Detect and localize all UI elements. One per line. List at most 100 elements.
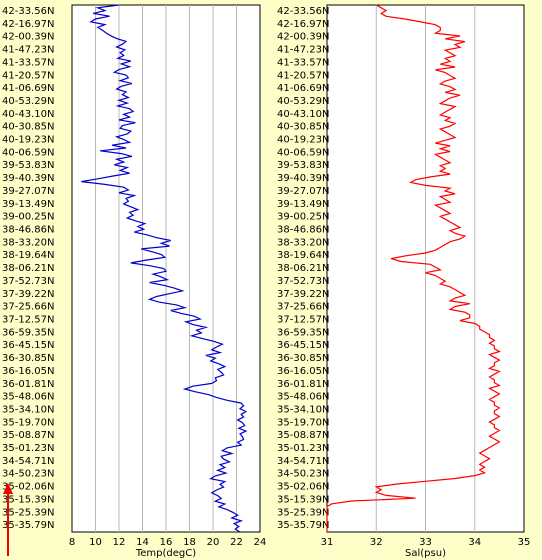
temp-latitude-label: 38-46.86N xyxy=(2,225,54,236)
temp-latitude-label: 35-08.87N xyxy=(2,430,54,441)
temp-latitude-label: 40-53.29N xyxy=(2,96,54,107)
sal-latitude-label: 35-48.06N xyxy=(277,392,329,403)
sal-latitude-label: 39-53.83N xyxy=(277,160,329,171)
sal-latitude-label: 42-16.97N xyxy=(277,19,329,30)
sal-latitude-label: 40-19.23N xyxy=(277,135,329,146)
sal-latitude-label: 36-59.35N xyxy=(277,327,329,338)
temp-latitude-label: 41-20.57N xyxy=(2,70,54,81)
sal-latitude-label: 35-34.10N xyxy=(277,404,329,415)
sal-latitude-label: 38-46.86N xyxy=(277,225,329,236)
temp-latitude-label: 37-12.57N xyxy=(2,314,54,325)
temp-tick-label: 10 xyxy=(89,537,102,548)
temp-latitude-label: 37-52.73N xyxy=(2,276,54,287)
temp-series-line xyxy=(81,4,248,533)
temp-latitude-label: 40-43.10N xyxy=(2,109,54,120)
sal-latitude-label: 35-19.70N xyxy=(277,417,329,428)
temp-latitude-label: 40-30.85N xyxy=(2,122,54,133)
temp-latitude-label: 36-30.85N xyxy=(2,353,54,364)
temp-latitude-label: 41-06.69N xyxy=(2,83,54,94)
temp-latitude-label: 36-45.15N xyxy=(2,340,54,351)
sal-tick-label: 32 xyxy=(370,537,383,548)
salinity-panel: 31 32 33 34 35 Sal(psu) 42-33.56N 42-16.97N 42-0… xyxy=(277,4,531,559)
sal-latitude-label: 42-00.39N xyxy=(277,32,329,43)
temp-latitude-label: 36-16.05N xyxy=(2,366,54,377)
sal-latitude-label: 36-30.85N xyxy=(277,353,329,364)
temp-latitude-label: 35-19.70N xyxy=(2,417,54,428)
sal-tick-label: 33 xyxy=(419,537,432,548)
temp-latitude-label: 39-13.49N xyxy=(2,199,54,210)
temp-latitude-label: 40-06.59N xyxy=(2,147,54,158)
temp-tick-label: 24 xyxy=(254,537,267,548)
temp-latitude-label: 34-54.71N xyxy=(2,456,54,467)
temp-tick-label: 20 xyxy=(207,537,220,548)
sal-latitude-label: 38-19.64N xyxy=(277,250,329,261)
temp-latitude-label: 35-15.39N xyxy=(2,494,54,505)
temp-latitude-label: 39-27.07N xyxy=(2,186,54,197)
sal-latitude-label: 35-08.87N xyxy=(277,430,329,441)
sal-tick-label: 31 xyxy=(321,537,334,548)
sal-tick-label: 35 xyxy=(518,537,531,548)
temp-tick-label: 22 xyxy=(230,537,243,548)
sal-series-line xyxy=(326,4,501,532)
sal-latitude-label: 40-30.85N xyxy=(277,122,329,133)
sal-latitude-label: 39-13.49N xyxy=(277,199,329,210)
temp-latitude-label: 35-35.79N xyxy=(2,520,54,531)
sal-latitude-label: 34-50.23N xyxy=(277,469,329,480)
sal-latitude-label: 39-00.25N xyxy=(277,212,329,223)
sal-latitude-label: 37-25.66N xyxy=(277,302,329,313)
sal-latitude-label: 36-01.81N xyxy=(277,379,329,390)
sal-latitude-label: 41-33.57N xyxy=(277,57,329,68)
sal-latitude-label: 35-25.39N xyxy=(277,507,329,518)
sal-latitude-label: 40-43.10N xyxy=(277,109,329,120)
sal-latitude-label: 42-33.56N xyxy=(277,6,329,17)
temp-tick-label: 12 xyxy=(113,537,126,548)
sal-axis-title: Sal(psu) xyxy=(405,548,446,559)
temp-latitude-label: 41-33.57N xyxy=(2,57,54,68)
sal-latitude-label: 39-27.07N xyxy=(277,186,329,197)
sal-latitude-label: 41-47.23N xyxy=(277,45,329,56)
temp-tick-label: 18 xyxy=(183,537,196,548)
temp-latitude-label: 35-01.23N xyxy=(2,443,54,454)
sal-latitude-label: 35-35.79N xyxy=(277,520,329,531)
temp-latitude-label: 39-00.25N xyxy=(2,212,54,223)
temp-latitude-label: 36-01.81N xyxy=(2,379,54,390)
temp-latitude-label: 37-25.66N xyxy=(2,302,54,313)
temp-tick-label: 16 xyxy=(160,537,173,548)
sal-latitude-label: 41-06.69N xyxy=(277,83,329,94)
temp-latitude-label: 35-02.06N xyxy=(2,482,54,493)
sal-latitude-label: 41-20.57N xyxy=(277,70,329,81)
temp-latitude-label: 42-33.56N xyxy=(2,6,54,17)
sal-latitude-label: 38-06.21N xyxy=(277,263,329,274)
temp-latitude-label: 42-00.39N xyxy=(2,32,54,43)
sal-latitude-label: 35-01.23N xyxy=(277,443,329,454)
sal-latitude-label: 37-52.73N xyxy=(277,276,329,287)
temp-latitude-label: 39-53.83N xyxy=(2,160,54,171)
sal-latitude-label: 36-16.05N xyxy=(277,366,329,377)
temp-latitude-label: 42-16.97N xyxy=(2,19,54,30)
sal-latitude-label: 40-06.59N xyxy=(277,147,329,158)
sal-latitude-label: 35-02.06N xyxy=(277,482,329,493)
temp-latitude-label: 35-34.10N xyxy=(2,404,54,415)
sal-tick-label: 34 xyxy=(468,537,481,548)
temp-latitude-label: 35-25.39N xyxy=(2,507,54,518)
sal-latitude-label: 37-12.57N xyxy=(277,314,329,325)
temperature-panel: 8 10 12 14 16 18 20 22 24 Temp(degC) 42-33.56N 42-1… xyxy=(2,4,267,559)
temp-tick-label: 8 xyxy=(69,537,75,548)
temp-latitude-label: 41-47.23N xyxy=(2,45,54,56)
sal-latitude-label: 37-39.22N xyxy=(277,289,329,300)
temp-latitude-label: 39-40.39N xyxy=(2,173,54,184)
temp-latitude-label: 36-59.35N xyxy=(2,327,54,338)
temp-latitude-label: 37-39.22N xyxy=(2,289,54,300)
temp-latitude-label: 35-48.06N xyxy=(2,392,54,403)
temp-latitude-label: 38-06.21N xyxy=(2,263,54,274)
sal-latitude-label: 36-45.15N xyxy=(277,340,329,351)
temp-latitude-label: 38-19.64N xyxy=(2,250,54,261)
temp-latitude-label: 34-50.23N xyxy=(2,469,54,480)
sal-latitude-label: 38-33.20N xyxy=(277,237,329,248)
sal-latitude-label: 34-54.71N xyxy=(277,456,329,467)
temp-latitude-label: 40-19.23N xyxy=(2,135,54,146)
temp-tick-label: 14 xyxy=(136,537,149,548)
temp-latitude-label: 38-33.20N xyxy=(2,237,54,248)
sal-latitude-label: 35-15.39N xyxy=(277,494,329,505)
